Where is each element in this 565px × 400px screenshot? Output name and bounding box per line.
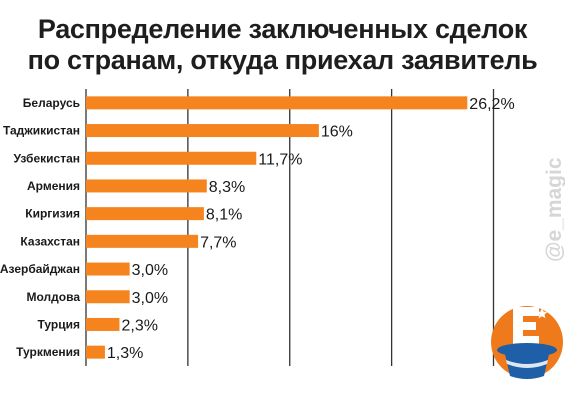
bar	[86, 262, 130, 276]
chart-title: Распределение заключенных сделок по стра…	[27, 14, 538, 75]
bar	[86, 207, 204, 221]
value-labels: 26,2% 16% 11,7% 8,3% 8,1% 7,7% 3,0% 3,0% 2,3% 1,3…	[107, 96, 515, 362]
category-label: Армения	[27, 179, 80, 193]
value-label: 26,2%	[469, 96, 514, 113]
bar	[86, 317, 120, 331]
bar	[86, 234, 199, 248]
value-label: 8,3%	[209, 179, 245, 196]
value-label: 7,7%	[200, 234, 236, 251]
category-label: Киргизия	[25, 207, 80, 221]
bar	[86, 179, 207, 193]
category-labels: Беларусь Таджикистан Узбекистан Армения Кирг…	[0, 96, 80, 359]
magic-hat-logo-icon	[490, 290, 564, 382]
bar	[86, 345, 105, 359]
bar	[86, 96, 468, 110]
value-label: 1,3%	[107, 345, 143, 362]
value-label: 2,3%	[121, 317, 157, 334]
bar	[86, 124, 319, 138]
category-label: Беларусь	[23, 96, 80, 110]
category-label: Таджикистан	[3, 124, 80, 138]
bar	[86, 151, 257, 165]
value-label: 3,0%	[132, 290, 168, 307]
value-label: 3,0%	[132, 262, 168, 279]
value-label: 11,7%	[258, 151, 302, 168]
watermark-text: @e_magic	[543, 157, 565, 262]
category-label: Азербайджан	[0, 262, 80, 276]
value-label: 8,1%	[206, 207, 242, 224]
category-label: Узбекистан	[14, 151, 80, 165]
category-label: Молдова	[27, 290, 81, 304]
bar	[86, 290, 130, 304]
bars	[86, 96, 468, 359]
category-label: Казахстан	[20, 234, 80, 248]
category-label: Туркмения	[16, 345, 80, 359]
value-label: 16%	[321, 124, 353, 141]
category-label: Турция	[38, 317, 80, 331]
